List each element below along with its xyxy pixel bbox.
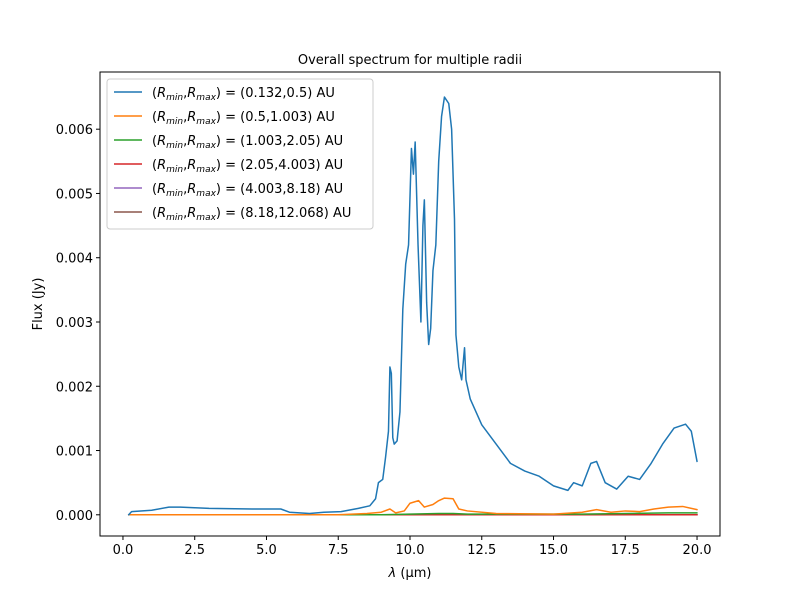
x-axis-label: λ (μm) bbox=[388, 566, 432, 581]
legend-entry-1: (Rmin,Rmax) = (0.132,0.5) AU bbox=[152, 86, 335, 103]
legend-range-text: = (4.003,8.18) AU bbox=[221, 182, 343, 197]
x-axis-unit: (μm) bbox=[396, 566, 431, 581]
y-tick-label: 0.005 bbox=[56, 187, 93, 202]
x-tick-label: 15.0 bbox=[539, 543, 568, 558]
x-tick-label: 2.5 bbox=[184, 543, 205, 558]
x-tick-label: 20.0 bbox=[683, 543, 712, 558]
x-axis: 0.0 2.5 5.0 7.5 10.0 12.5 15.0 17.5 20.0 bbox=[113, 536, 712, 558]
legend-entry-3: (Rmin,Rmax) = (1.003,2.05) AU bbox=[152, 134, 343, 151]
legend-entry-4: (Rmin,Rmax) = (2.05,4.003) AU bbox=[152, 158, 343, 175]
y-tick-label: 0.001 bbox=[56, 445, 93, 460]
legend-range-text: = (0.5,1.003) AU bbox=[221, 110, 335, 125]
series-line-3 bbox=[127, 512, 698, 516]
series-line-1 bbox=[127, 96, 698, 516]
y-tick-label: 0.004 bbox=[56, 252, 93, 267]
x-axis-symbol: λ bbox=[388, 566, 397, 581]
legend-box bbox=[106, 78, 374, 230]
x-tick-label: 17.5 bbox=[611, 543, 640, 558]
series-layer bbox=[127, 96, 698, 516]
legend-range-text: = (2.05,4.003) AU bbox=[221, 158, 343, 173]
legend-entry-6: (Rmin,Rmax) = (8.18,12.068) AU bbox=[152, 206, 351, 223]
x-tick-label: 7.5 bbox=[328, 543, 349, 558]
legend: (Rmin,Rmax) = (0.132,0.5) AU (Rmin,Rmax) … bbox=[106, 78, 374, 230]
y-tick-label: 0.002 bbox=[56, 380, 93, 395]
legend-entry-5: (Rmin,Rmax) = (4.003,8.18) AU bbox=[152, 182, 343, 199]
series-line-2 bbox=[127, 497, 698, 516]
legend-range-text: = (8.18,12.068) AU bbox=[221, 206, 351, 221]
legend-range-text: = (0.132,0.5) AU bbox=[221, 86, 335, 101]
x-tick-label: 0.0 bbox=[113, 543, 134, 558]
y-tick-label: 0.000 bbox=[56, 509, 93, 524]
x-tick-label: 12.5 bbox=[467, 543, 496, 558]
y-tick-label: 0.003 bbox=[56, 316, 93, 331]
x-tick-label: 5.0 bbox=[256, 543, 277, 558]
legend-entry-2: (Rmin,Rmax) = (0.5,1.003) AU bbox=[152, 110, 335, 127]
legend-range-text: = (1.003,2.05) AU bbox=[221, 134, 343, 149]
chart-title: Overall spectrum for multiple radii bbox=[298, 53, 522, 68]
y-tick-label: 0.006 bbox=[56, 123, 93, 138]
x-tick-label: 10.0 bbox=[396, 543, 425, 558]
y-axis-label: Flux (Jy) bbox=[31, 278, 46, 331]
y-axis: 0.000 0.001 0.002 0.003 0.004 0.005 0.006 bbox=[56, 123, 100, 524]
